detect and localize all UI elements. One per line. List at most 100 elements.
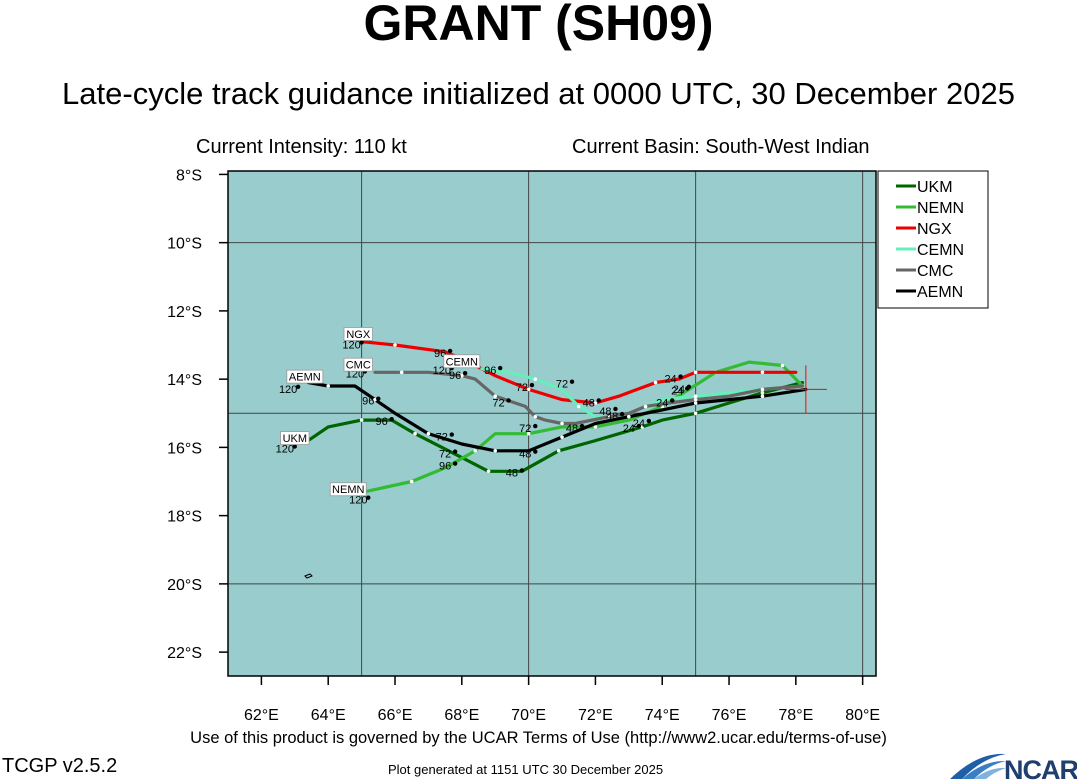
model-tag-aemn: AEMN xyxy=(289,372,321,384)
y-tick-label: 20°S xyxy=(167,577,202,594)
model-tag-nemn: NEMN xyxy=(332,484,364,496)
forecast-point xyxy=(533,449,538,454)
forecast-point xyxy=(366,495,371,500)
forecast-point xyxy=(686,384,692,389)
forecast-hour-label: 48 xyxy=(506,467,518,479)
forecast-point xyxy=(452,449,458,454)
y-axis-ticks: 8°S 10°S 12°S 14°S 16°S 18°S 20°S 22°S xyxy=(167,167,228,662)
track-aemn xyxy=(306,381,808,453)
forecast-point xyxy=(462,370,468,376)
current-basin: Current Basin: South-West Indian xyxy=(572,136,870,158)
generated-timestamp: Plot generated at 1151 UTC 30 December 2… xyxy=(388,762,664,777)
track-point xyxy=(526,387,531,392)
forecast-point xyxy=(569,379,575,384)
track-point xyxy=(627,414,631,419)
track-point xyxy=(760,370,765,375)
forecast-hour-label: 72 xyxy=(519,423,531,435)
track-point xyxy=(693,397,698,402)
track-point xyxy=(693,411,698,416)
forecast-hour-label: 72 xyxy=(516,382,528,394)
model-tag-ngx: NGX xyxy=(346,329,371,341)
model-tags: UKM NEMN NGX CEMN CMC AEMN xyxy=(280,327,481,496)
ocean-background xyxy=(228,171,876,676)
track-point xyxy=(560,421,564,426)
track-ukm xyxy=(306,381,805,473)
track-point xyxy=(576,404,581,409)
island-marker xyxy=(304,573,313,579)
forecast-point xyxy=(529,382,535,388)
track-point xyxy=(760,394,765,399)
forecast-hour-label: 24 xyxy=(664,374,676,386)
model-tag-cmc: CMC xyxy=(346,360,371,372)
track-map: 2448729612024487296120244872961202448729… xyxy=(167,167,989,724)
forecast-hour-label: 96 xyxy=(449,370,461,382)
forecast-point xyxy=(646,418,652,424)
model-tag-ukm: UKM xyxy=(283,433,307,445)
x-tick-label: 78°E xyxy=(778,707,813,724)
ncar-logo-text: NCAR xyxy=(1004,755,1077,780)
forecast-point xyxy=(596,398,601,403)
forecast-point xyxy=(295,384,301,389)
plot-frame xyxy=(227,170,877,677)
track-point xyxy=(473,448,477,453)
forecast-hour-label: 120 xyxy=(349,495,367,507)
track-point xyxy=(653,380,658,385)
forecast-hour-label: 72 xyxy=(556,379,568,391)
model-tag-box xyxy=(443,354,481,369)
forecast-point xyxy=(389,417,394,422)
y-tick-label: 10°S xyxy=(167,236,202,253)
x-tick-label: 80°E xyxy=(845,707,880,724)
track-point xyxy=(399,370,404,375)
forecast-point xyxy=(376,396,381,401)
forecast-hour-label: 48 xyxy=(519,449,531,461)
forecast-point xyxy=(619,411,625,417)
model-tag-box xyxy=(286,369,324,384)
track-point xyxy=(493,394,498,399)
forecast-point xyxy=(452,461,458,466)
forecast-hour-label: 24 xyxy=(671,385,683,397)
version-label: TCGP v2.5.2 xyxy=(2,755,118,777)
forecast-hour-label: 72 xyxy=(492,397,504,409)
track-point xyxy=(409,479,414,484)
track-point xyxy=(493,448,498,453)
track-point xyxy=(326,384,331,388)
track-point xyxy=(693,401,698,405)
current-intensity: Current Intensity: 110 kt xyxy=(196,136,407,158)
model-tag-box xyxy=(343,327,373,341)
forecast-point xyxy=(292,444,297,449)
y-tick-label: 14°S xyxy=(167,372,202,389)
forecast-hour-label: 96 xyxy=(376,416,388,428)
x-tick-label: 68°E xyxy=(444,707,479,724)
track-point xyxy=(533,377,538,381)
track-lines xyxy=(306,340,808,494)
forecast-hour-label: 48 xyxy=(606,411,618,423)
x-tick-label: 76°E xyxy=(712,707,747,724)
track-point xyxy=(413,431,417,436)
forecast-point xyxy=(579,423,585,429)
forecast-point xyxy=(506,398,511,403)
legend-entry-ukm: UKM xyxy=(917,179,953,196)
terms-of-use: Use of this product is governed by the U… xyxy=(190,729,887,747)
forecast-hour-label: 24 xyxy=(673,384,685,396)
track-point xyxy=(460,373,464,378)
forecast-hour-label: 120 xyxy=(279,384,297,396)
model-tag-cemn: CEMN xyxy=(446,356,478,368)
forecast-hour-label: 48 xyxy=(583,397,595,409)
y-tick-label: 18°S xyxy=(167,509,202,526)
forecast-point xyxy=(678,374,683,379)
forecast-hour-label: 96 xyxy=(362,396,374,408)
x-tick-label: 70°E xyxy=(511,707,546,724)
ncar-logo: NCAR xyxy=(950,753,1077,780)
grid-lines xyxy=(228,171,876,676)
forecast-hour-label: 24 xyxy=(633,418,645,430)
track-point xyxy=(760,387,765,392)
forecast-point xyxy=(447,348,453,354)
legend-box xyxy=(877,170,989,309)
y-tick-label: 8°S xyxy=(176,167,202,184)
track-point xyxy=(486,469,491,474)
forecast-point xyxy=(449,432,454,437)
track-point xyxy=(560,435,564,439)
x-tick-label: 74°E xyxy=(645,707,680,724)
forecast-hour-label: 48 xyxy=(599,406,611,418)
track-point xyxy=(606,414,611,419)
